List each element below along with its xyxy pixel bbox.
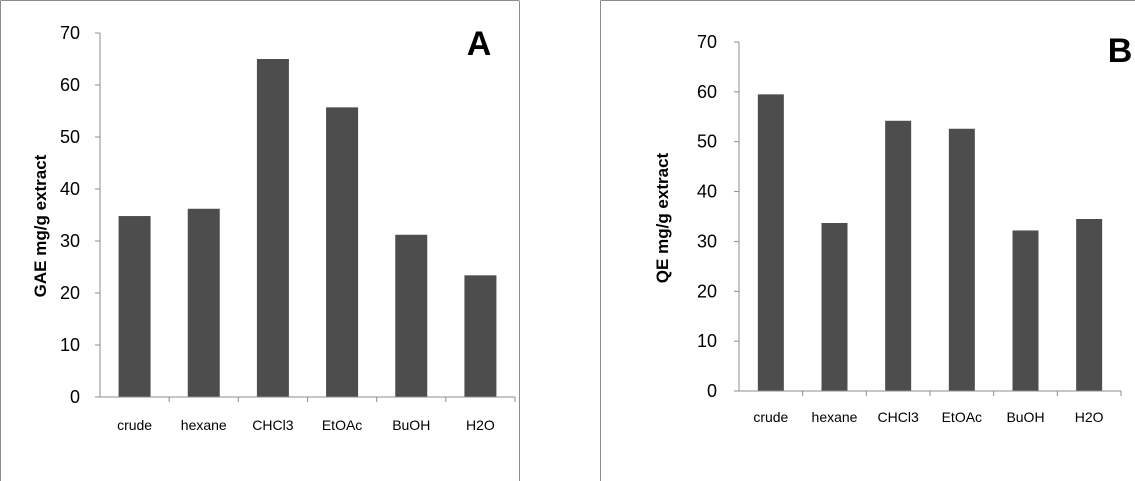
bar-hexane xyxy=(187,208,220,397)
bar-h2o xyxy=(464,275,497,397)
x-tick-label: BuOH xyxy=(1006,409,1044,425)
x-tick-label: hexane xyxy=(181,417,227,433)
y-tick-label: 60 xyxy=(60,75,80,95)
y-axis-label: QE mg/g extract xyxy=(653,152,672,283)
y-tick-label: 10 xyxy=(60,335,80,355)
bar-etoac xyxy=(326,107,359,398)
x-tick-label: H2O xyxy=(466,417,495,433)
chart-panel-b: 0 10 20 30 40 50 60 70 crude hexane CHCl3 EtOAc BuOH… xyxy=(600,0,1135,481)
y-tick-label: 60 xyxy=(697,82,717,102)
x-tick-label: crude xyxy=(117,417,152,433)
y-tick-label: 50 xyxy=(697,132,717,152)
x-tick-label: EtOAc xyxy=(322,417,362,433)
panel-letter: A xyxy=(467,25,492,63)
x-tick-label: hexane xyxy=(812,409,858,425)
y-tick-label: 0 xyxy=(70,387,80,407)
y-tick-label: 40 xyxy=(60,179,80,199)
x-tick-label: EtOAc xyxy=(942,409,982,425)
bar-crude xyxy=(118,216,151,397)
bar-crude xyxy=(757,94,784,391)
y-tick-label: 70 xyxy=(60,23,80,43)
panel-letter: B xyxy=(1108,32,1133,70)
chart-b-svg: 0 10 20 30 40 50 60 70 crude hexane CHCl3 EtOAc BuOH… xyxy=(600,0,1135,481)
chart-a-svg: 0 10 20 30 40 50 60 70 crude hexane CHCl3 EtOAc BuOH… xyxy=(0,0,520,481)
y-tick-label: 20 xyxy=(60,283,80,303)
chart-panel-a: 0 10 20 30 40 50 60 70 crude hexane CHCl3 EtOAc BuOH… xyxy=(0,0,520,481)
x-tick-label: CHCl3 xyxy=(252,417,293,433)
bar-buoh xyxy=(1012,230,1039,391)
bar-buoh xyxy=(395,234,428,397)
y-tick-label: 50 xyxy=(60,127,80,147)
y-tick-label: 20 xyxy=(697,281,717,301)
x-tick-label: CHCl3 xyxy=(878,409,919,425)
y-axis-label: GAE mg/g extract xyxy=(31,154,50,297)
bar-chcl3 xyxy=(885,120,912,391)
x-tick-label: BuOH xyxy=(392,417,430,433)
x-tick-label: crude xyxy=(753,409,788,425)
bar-hexane xyxy=(821,222,848,391)
y-tick-label: 70 xyxy=(697,32,717,52)
y-tick-label: 30 xyxy=(60,231,80,251)
bar-chcl3 xyxy=(256,59,289,397)
bar-h2o xyxy=(1076,218,1103,391)
x-tick-label: H2O xyxy=(1075,409,1104,425)
y-tick-label: 0 xyxy=(707,381,717,401)
y-tick-label: 10 xyxy=(697,331,717,351)
y-tick-label: 40 xyxy=(697,182,717,202)
bar-etoac xyxy=(948,128,975,391)
y-tick-label: 30 xyxy=(697,231,717,251)
